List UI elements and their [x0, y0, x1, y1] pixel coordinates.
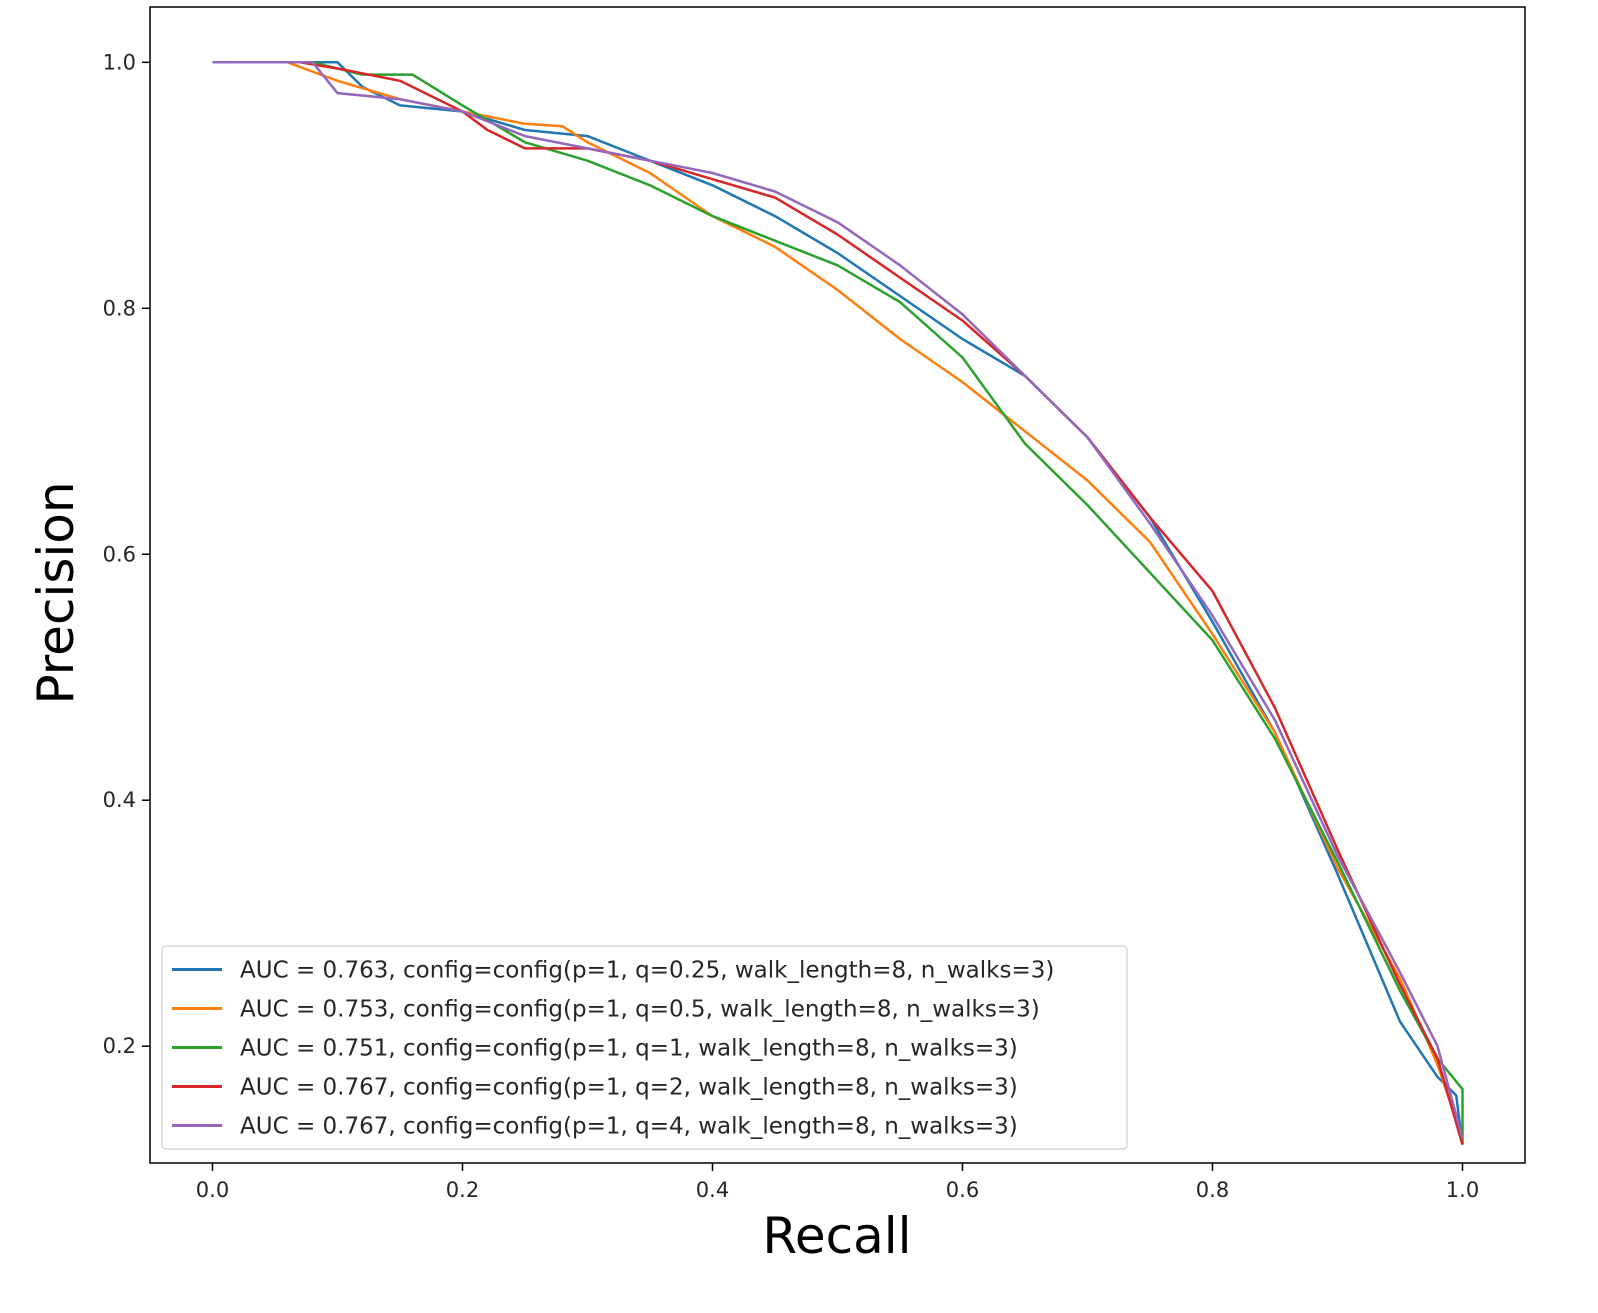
x-tick-label-4: 0.8 — [1196, 1178, 1229, 1202]
y-axis-label: Precision — [27, 481, 85, 704]
y-tick-label-1: 0.4 — [103, 788, 136, 812]
series-layer — [212, 61, 1464, 1145]
legend-entry-4: AUC = 0.767, config=config(p=1, q=4, wal… — [240, 1114, 1018, 1140]
series-line-2 — [212, 61, 1464, 1145]
legend-entry-1: AUC = 0.753, config=config(p=1, q=0.5, w… — [240, 997, 1040, 1023]
legend-box — [161, 945, 1128, 1150]
legend: AUC = 0.763, config=config(p=1, q=0.25, … — [161, 945, 1128, 1150]
x-tick-label-2: 0.4 — [696, 1178, 729, 1202]
x-tick-label-1: 0.2 — [446, 1178, 479, 1202]
y-ticks: 0.2 0.4 0.6 0.8 1.0 — [103, 50, 150, 1058]
x-tick-label-5: 1.0 — [1446, 1178, 1479, 1202]
series-line-3 — [212, 61, 1464, 1145]
x-tick-label-0: 0.0 — [196, 1178, 229, 1202]
plot-frame — [149, 6, 1526, 1164]
y-tick-label-3: 0.8 — [103, 296, 136, 320]
series-line-0 — [212, 61, 1464, 1145]
legend-entry-0: AUC = 0.763, config=config(p=1, q=0.25, … — [240, 958, 1054, 984]
series-line-4 — [212, 61, 1464, 1139]
legend-entry-3: AUC = 0.767, config=config(p=1, q=2, wal… — [240, 1075, 1018, 1101]
y-tick-label-4: 1.0 — [103, 50, 136, 74]
legend-entry-2: AUC = 0.751, config=config(p=1, q=1, wal… — [240, 1036, 1018, 1062]
x-ticks: 0.0 0.2 0.4 0.6 0.8 1.0 — [196, 1163, 1479, 1202]
x-tick-label-3: 0.6 — [946, 1178, 979, 1202]
x-axis-label: Recall — [762, 1207, 911, 1265]
y-tick-label-0: 0.2 — [103, 1034, 136, 1058]
y-tick-label-2: 0.6 — [103, 542, 136, 566]
